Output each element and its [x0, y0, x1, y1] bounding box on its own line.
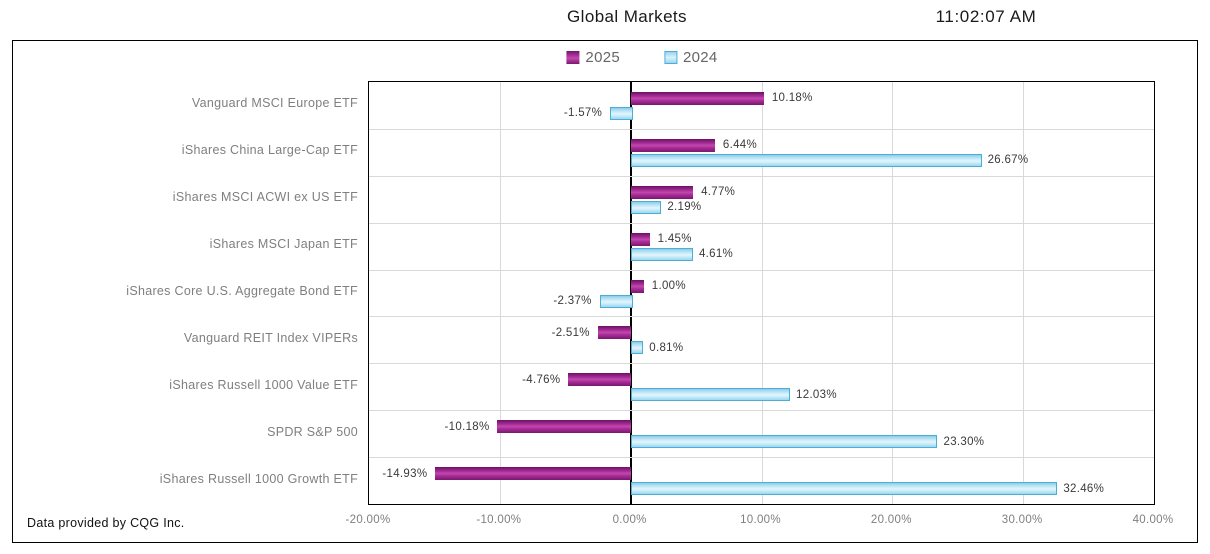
bar-2025-spdr-s-p-500: [497, 420, 631, 434]
vertical-gridline: [1023, 82, 1025, 504]
value-label-2024: 4.61%: [698, 248, 734, 261]
bar-2025-ishares-china-large-cap-etf: [630, 138, 715, 152]
bar-2025-ishares-core-u-s-aggregate-bond-etf: [630, 279, 644, 293]
row-separator: [369, 457, 1154, 459]
page-title: Global Markets: [567, 7, 687, 26]
value-label-2024: -2.37%: [553, 295, 592, 307]
bar-2024-ishares-core-u-s-aggregate-bond-etf: [599, 294, 633, 308]
vertical-gridline: [892, 82, 894, 504]
value-label-2024: 32.46%: [1063, 482, 1105, 495]
value-label-2025: -14.93%: [382, 467, 428, 480]
category-label: iShares Russell 1000 Value ETF: [169, 377, 358, 392]
value-label-2024: -1.57%: [563, 107, 603, 120]
row-separator: [369, 269, 1154, 271]
category-label: iShares MSCI ACWI ex US ETF: [172, 190, 358, 205]
bar-2024-spdr-s-p-500: [630, 435, 938, 449]
row-separator: [369, 363, 1154, 365]
category-label: iShares China Large-Cap ETF: [181, 143, 358, 158]
bar-2025-ishares-msci-japan-etf: [630, 232, 650, 246]
category-label: SPDR S&P 500: [267, 424, 358, 439]
category-label: Vanguard MSCI Europe ETF: [191, 96, 358, 111]
value-label-2024: 26.67%: [987, 154, 1029, 167]
plot-area: 10.18% -1.57% 6.44% 26.67% 4.77% 2.19% 1.45% 4.…: [368, 81, 1155, 505]
bar-2024-ishares-china-large-cap-etf: [630, 153, 982, 167]
legend-item-2024: 2024: [664, 49, 718, 66]
chart-legend: 2025 2024: [566, 49, 717, 66]
zero-axis-line: [629, 82, 632, 504]
value-label-2025: -2.51%: [551, 326, 590, 339]
value-label-2024: 12.03%: [796, 388, 837, 401]
row-separator: [369, 128, 1154, 130]
x-axis-tick-label: -20.00%: [345, 514, 391, 526]
bar-2024-ishares-msci-japan-etf: [630, 247, 693, 261]
value-label-2025: -4.76%: [522, 373, 561, 386]
bar-2024-vanguard-reit-index-vipers: [630, 341, 644, 355]
value-label-2025: 1.45%: [657, 233, 692, 246]
category-label: Vanguard REIT Index VIPERs: [183, 330, 358, 345]
bar-2025-ishares-msci-acwi-ex-us-etf: [630, 185, 694, 199]
x-axis-tick-label: 10.00%: [740, 514, 781, 526]
x-axis-tick-label: 30.00%: [1001, 514, 1043, 526]
value-label-2025: 6.44%: [722, 139, 758, 152]
value-label-2024: 23.30%: [943, 435, 985, 448]
value-label-2025: 1.00%: [651, 280, 686, 292]
category-label: iShares Russell 1000 Growth ETF: [159, 471, 358, 486]
bar-2025-vanguard-reit-index-vipers: [597, 326, 631, 340]
value-label-2024: 2.19%: [667, 201, 702, 214]
bar-2025-ishares-russell-1000-growth-etf: [435, 467, 631, 481]
category-label: iShares Core U.S. Aggregate Bond ETF: [126, 284, 358, 298]
legend-item-2025: 2025: [566, 49, 620, 66]
bar-2024-vanguard-msci-europe-etf: [610, 106, 633, 120]
x-axis-tick-label: 40.00%: [1132, 514, 1174, 526]
x-axis-tick-label: 0.00%: [612, 514, 647, 526]
category-label: iShares MSCI Japan ETF: [209, 237, 358, 252]
legend-swatch-2024: [664, 51, 677, 64]
value-label-2025: 4.77%: [701, 186, 736, 199]
bar-2024-ishares-russell-1000-growth-etf: [630, 482, 1058, 496]
x-axis-tick-label: 20.00%: [870, 514, 912, 526]
bar-2025-vanguard-msci-europe-etf: [630, 91, 764, 105]
row-separator: [369, 222, 1154, 224]
vertical-gridline: [499, 82, 501, 504]
bar-2024-ishares-russell-1000-value-etf: [630, 388, 791, 402]
vertical-gridline: [761, 82, 763, 504]
data-source-note: Data provided by CQG Inc.: [27, 516, 185, 530]
value-label-2024: 0.81%: [649, 341, 684, 354]
value-label-2025: 10.18%: [771, 92, 813, 105]
legend-swatch-2025: [566, 51, 580, 64]
x-axis-tick-label: -10.00%: [476, 514, 522, 526]
row-separator: [369, 410, 1154, 412]
clock-time: 11:02:07 AM: [935, 7, 1037, 26]
row-separator: [369, 175, 1154, 177]
bar-2024-ishares-msci-acwi-ex-us-etf: [630, 200, 662, 214]
bar-2025-ishares-russell-1000-value-etf: [568, 373, 631, 387]
legend-label-2024: 2024: [683, 49, 718, 66]
value-label-2025: -10.18%: [444, 420, 490, 433]
row-separator: [369, 316, 1154, 318]
legend-label-2025: 2025: [585, 49, 620, 66]
